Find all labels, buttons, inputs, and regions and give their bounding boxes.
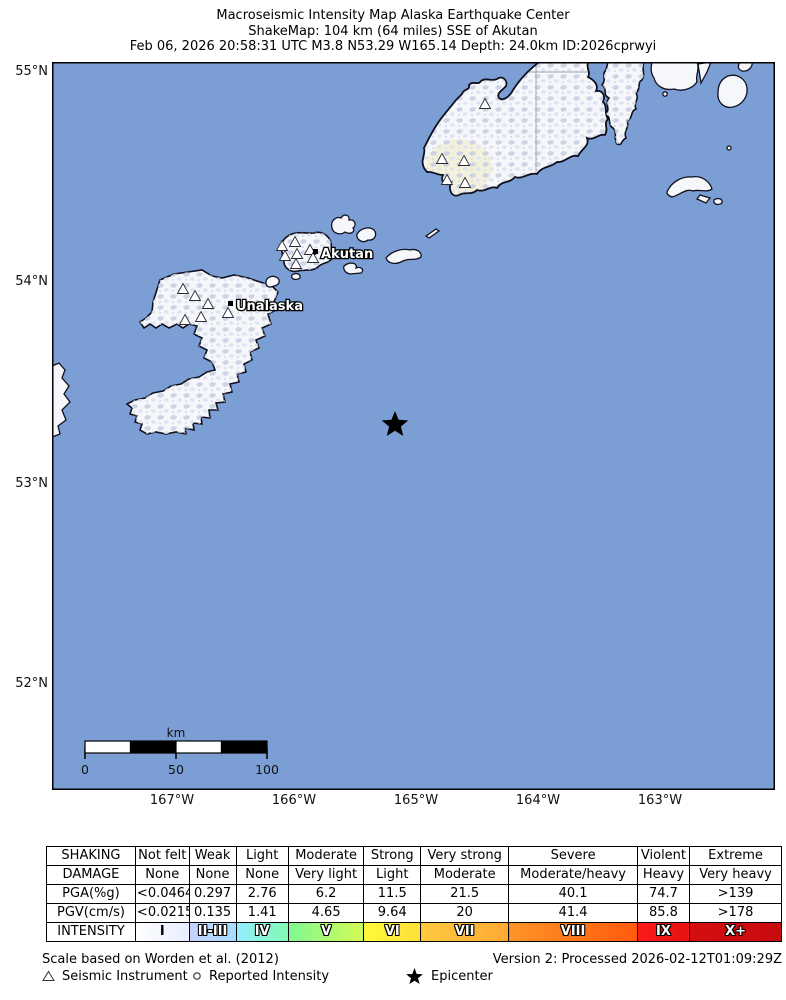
intensity-scale-table: SHAKING Not felt Weak Light Moderate Stron… xyxy=(46,846,782,942)
table-row: PGA(%g) <0.0464 0.297 2.76 6.2 11.5 21.5 40… xyxy=(46,884,782,904)
circle-icon xyxy=(193,972,201,980)
akutan-label: Akutan xyxy=(321,247,373,262)
lon-label-166w: 166°W xyxy=(271,793,317,808)
scale-bar: km 0 50 100 xyxy=(81,726,279,777)
legend-epicenter: Epicenter xyxy=(405,967,493,985)
lon-label-164w: 164°W xyxy=(515,793,561,808)
scale-tick-100: 100 xyxy=(255,762,279,777)
akutan-marker xyxy=(313,249,318,254)
triangle-icon xyxy=(42,970,55,981)
island-unalaska xyxy=(52,269,280,438)
scale-tick-0: 0 xyxy=(81,762,89,777)
star-icon xyxy=(406,968,423,984)
map-title-block: Macroseismic Intensity Map Alaska Earthq… xyxy=(0,8,786,55)
unalaska-marker xyxy=(228,301,233,306)
epicenter-star xyxy=(381,411,409,436)
legend-seismic-instrument: Seismic Instrument xyxy=(42,967,188,985)
lon-label-167w: 167°W xyxy=(149,793,195,808)
map-subtitle: ShakeMap: 104 km (64 miles) SSE of Akuta… xyxy=(248,23,538,39)
version-note: Version 2: Processed 2026-02-12T01:09:29… xyxy=(492,952,782,967)
lon-label-165w: 165°W xyxy=(393,793,439,808)
lat-label-52n: 52°N xyxy=(15,676,48,691)
table-row: PGV(cm/s) <0.0215 0.135 1.41 4.65 9.64 20 4… xyxy=(46,903,782,923)
legend-reported-intensity: Reported Intensity xyxy=(192,967,329,985)
table-row: SHAKING Not felt Weak Light Moderate Stron… xyxy=(46,846,782,866)
scale-tick-50: 50 xyxy=(168,762,184,777)
shakemap-canvas: Akutan Unalaska km 0 50 100 xyxy=(52,62,775,790)
scale-source-note: Scale based on Worden et al. (2012) xyxy=(42,952,279,967)
map-svg: Akutan Unalaska km 0 50 100 xyxy=(52,62,775,790)
lat-label-55n: 55°N xyxy=(15,64,48,79)
map-title: Macroseismic Intensity Map Alaska Earthq… xyxy=(216,8,570,23)
lon-label-163w: 163°W xyxy=(637,793,683,808)
scale-bar-unit: km xyxy=(167,726,186,740)
unalaska-label: Unalaska xyxy=(236,299,303,314)
islands-northeast xyxy=(601,62,753,206)
lat-label-53n: 53°N xyxy=(15,476,48,491)
event-info-line: Feb 06, 2026 20:58:31 UTC M3.8 N53.29 W1… xyxy=(129,39,657,54)
place-labels: Akutan Unalaska xyxy=(228,246,375,315)
table-row: DAMAGE None None None Very light Light Mode… xyxy=(46,865,782,885)
table-row-intensity: INTENSITY I II-III IV V VI VII VIII IX X… xyxy=(46,922,782,942)
island-akutan xyxy=(280,214,441,281)
lat-label-54n: 54°N xyxy=(15,274,48,289)
